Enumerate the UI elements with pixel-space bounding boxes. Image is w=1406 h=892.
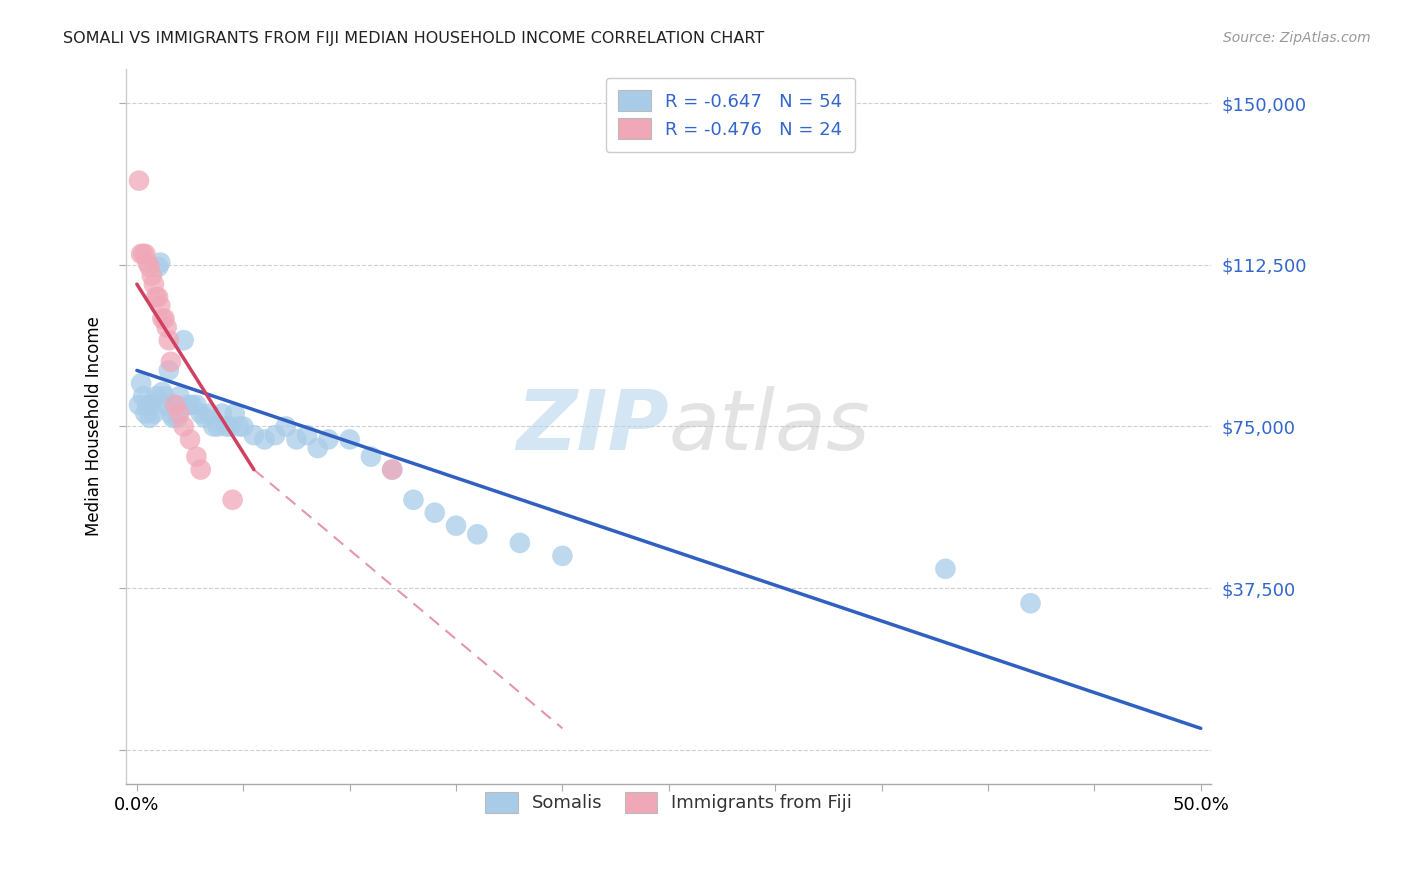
Point (160, 355, 183, 369)
Point (138, 260, 160, 274)
Point (142, 407, 165, 421)
Point (166, 410, 188, 425)
Point (177, 398, 200, 412)
Point (129, 376, 152, 391)
Point (224, 407, 246, 421)
Point (186, 398, 208, 412)
Point (134, 247, 156, 261)
Point (160, 407, 183, 421)
Point (141, 268, 163, 283)
Point (141, 398, 163, 412)
Point (173, 333, 195, 347)
Point (253, 433, 276, 447)
Point (165, 398, 187, 412)
Point (307, 441, 329, 455)
Point (402, 492, 425, 507)
Point (198, 407, 221, 421)
Point (146, 260, 169, 274)
Point (153, 311, 176, 326)
Point (132, 247, 155, 261)
Point (1019, 596, 1042, 610)
Point (339, 433, 361, 447)
Point (202, 419, 225, 434)
Point (169, 389, 191, 403)
Point (509, 536, 531, 550)
Point (128, 174, 150, 188)
Point (934, 562, 956, 576)
Point (134, 407, 156, 421)
Text: Source: ZipAtlas.com: Source: ZipAtlas.com (1223, 31, 1371, 45)
Point (181, 398, 204, 412)
Point (146, 290, 169, 304)
Point (136, 255, 159, 269)
Point (221, 492, 243, 507)
Legend: Somalis, Immigrants from Fiji: Somalis, Immigrants from Fiji (472, 780, 865, 825)
Point (444, 518, 467, 533)
Point (136, 398, 159, 412)
Point (274, 419, 297, 434)
Point (232, 419, 254, 434)
Point (211, 407, 233, 421)
Y-axis label: Median Household Income: Median Household Income (86, 317, 103, 536)
Point (149, 255, 172, 269)
Point (360, 450, 382, 464)
Point (157, 363, 180, 377)
Point (156, 398, 179, 412)
Point (153, 389, 176, 403)
Point (465, 527, 488, 541)
Text: atlas: atlas (669, 386, 870, 467)
Point (173, 419, 195, 434)
Point (207, 419, 229, 434)
Point (190, 407, 212, 421)
Point (142, 277, 165, 292)
Point (145, 389, 167, 403)
Point (551, 549, 574, 563)
Point (381, 462, 404, 476)
Point (264, 428, 287, 442)
Point (381, 462, 404, 476)
Point (295, 428, 318, 442)
Point (215, 419, 238, 434)
Point (156, 320, 179, 334)
Text: ZIP: ZIP (516, 386, 669, 467)
Point (162, 410, 184, 425)
Point (179, 433, 201, 447)
Point (138, 410, 160, 425)
Point (149, 299, 172, 313)
Text: SOMALI VS IMMIGRANTS FROM FIJI MEDIAN HOUSEHOLD INCOME CORRELATION CHART: SOMALI VS IMMIGRANTS FROM FIJI MEDIAN HO… (63, 31, 765, 46)
Point (150, 311, 173, 326)
Point (228, 419, 250, 434)
Point (318, 433, 340, 447)
Point (157, 333, 180, 347)
Point (190, 462, 212, 476)
Point (132, 389, 155, 403)
Point (423, 506, 446, 520)
Point (128, 398, 150, 412)
Point (129, 247, 152, 261)
Point (150, 384, 173, 399)
Point (165, 398, 187, 412)
Point (194, 410, 217, 425)
Point (145, 290, 167, 304)
Point (186, 450, 208, 464)
Point (243, 428, 266, 442)
Point (219, 419, 242, 434)
Point (169, 407, 191, 421)
Point (285, 433, 308, 447)
